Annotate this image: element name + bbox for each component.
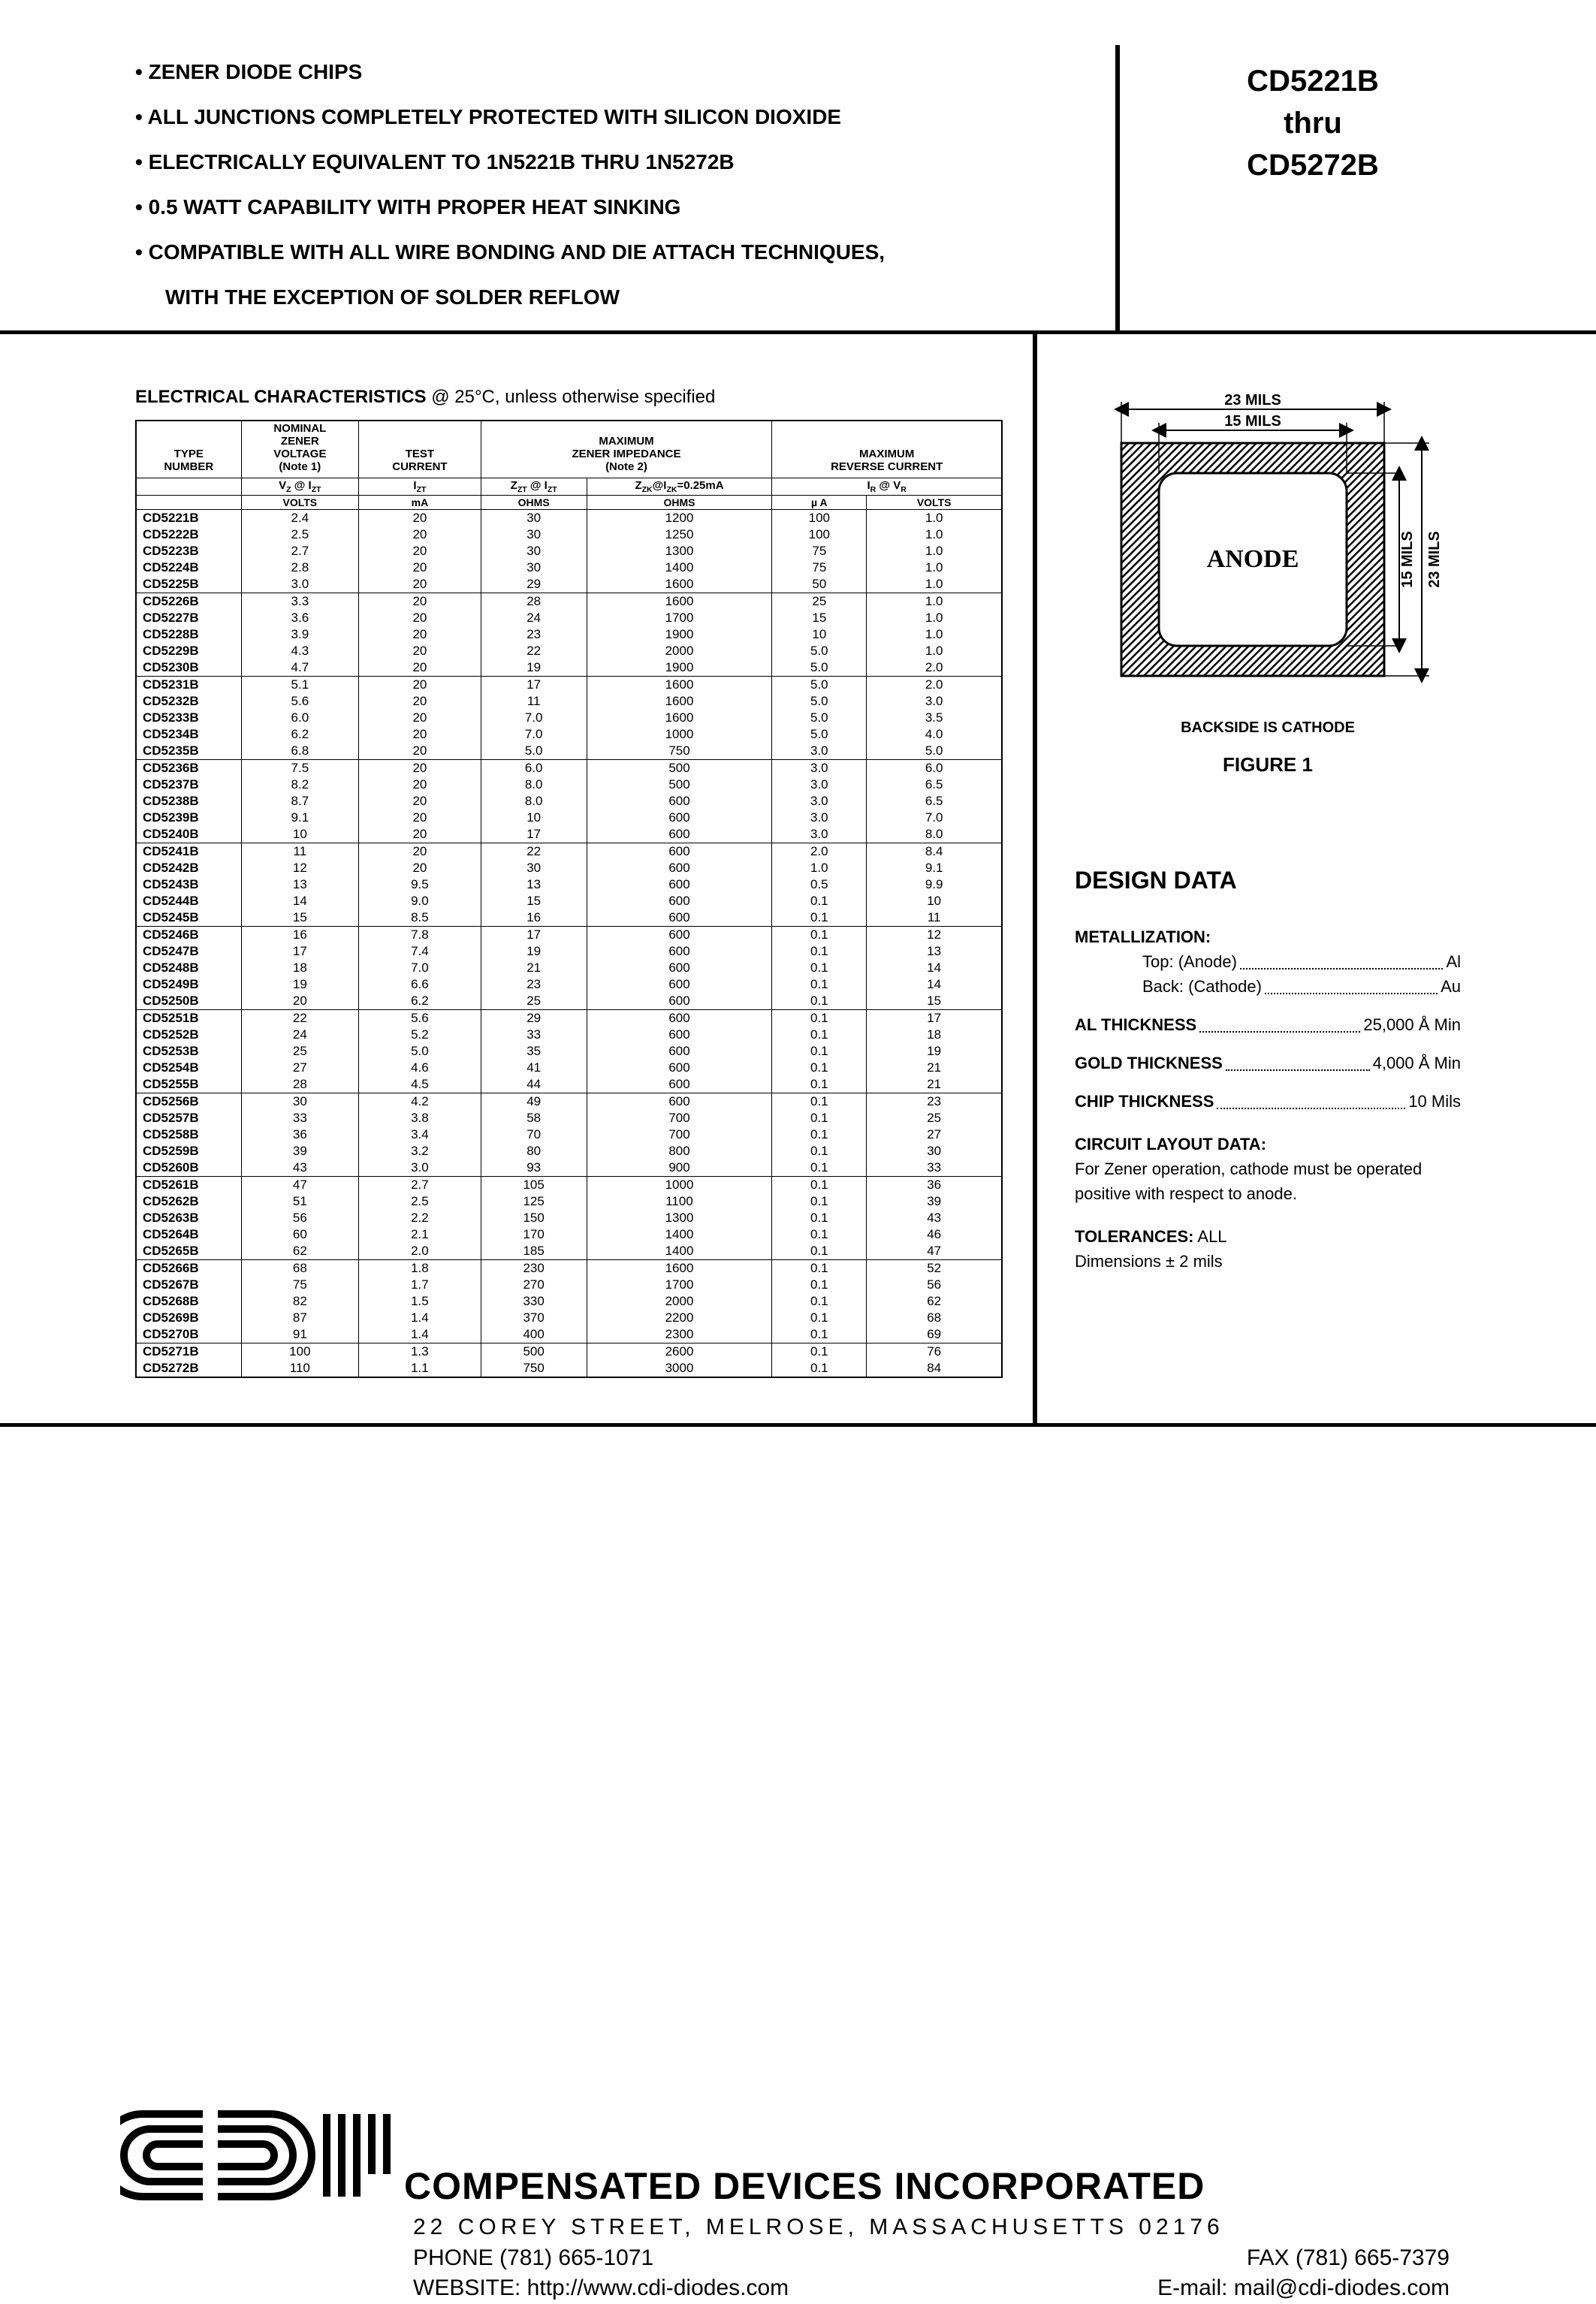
figure-1: 23 MILS 15 MILS ANODE 23 MILS 15 MILS <box>1075 387 1461 777</box>
table-row: CD5245B158.5166000.111 <box>136 909 1002 927</box>
table-row: CD5232B5.6201116005.03.0 <box>136 693 1002 710</box>
address-block: 22 COREY STREET, MELROSE, MASSACHUSETTS … <box>413 2212 1476 2304</box>
figure-caption: BACKSIDE IS CATHODE <box>1075 719 1461 737</box>
table-row: CD5271B1001.350026000.176 <box>136 1343 1002 1361</box>
svg-text:15 MILS: 15 MILS <box>1399 531 1416 588</box>
table-row: CD5221B2.4203012001001.0 <box>136 510 1002 527</box>
table-row: CD5222B2.5203012501001.0 <box>136 526 1002 543</box>
table-row: CD5257B333.8587000.125 <box>136 1110 1002 1126</box>
features-block: ZENER DIODE CHIPS ALL JUNCTIONS COMPLETEL… <box>135 45 1115 330</box>
table-row: CD5238B8.7208.06003.06.5 <box>136 793 1002 810</box>
feature-bullet: ALL JUNCTIONS COMPLETELY PROTECTED WITH … <box>135 105 1115 129</box>
table-row: CD5253B255.0356000.119 <box>136 1043 1002 1060</box>
table-row: CD5228B3.920231900101.0 <box>136 626 1002 643</box>
table-row: CD5252B245.2336000.118 <box>136 1027 1002 1043</box>
table-row: CD5248B187.0216000.114 <box>136 960 1002 976</box>
svg-text:23 MILS: 23 MILS <box>1426 531 1443 588</box>
table-row: CD5244B149.0156000.110 <box>136 893 1002 909</box>
table-row: CD5236B7.5206.05003.06.0 <box>136 760 1002 777</box>
table-row: CD5224B2.820301400751.0 <box>136 559 1002 576</box>
table-row: CD5249B196.6236000.114 <box>136 976 1002 993</box>
table-row: CD5243B139.5136000.59.9 <box>136 876 1002 893</box>
table-row: CD5260B433.0939000.133 <box>136 1160 1002 1177</box>
svg-text:15 MILS: 15 MILS <box>1224 413 1281 430</box>
company-name: COMPENSATED DEVICES INCORPORATED <box>404 2164 1205 2208</box>
part-thru: thru <box>1165 102 1461 144</box>
table-row: CD5240B1020176003.08.0 <box>136 826 1002 843</box>
table-row: CD5264B602.117014000.146 <box>136 1226 1002 1243</box>
table-row: CD5267B751.727017000.156 <box>136 1277 1002 1293</box>
part-to: CD5272B <box>1165 144 1461 186</box>
svg-text:23 MILS: 23 MILS <box>1224 392 1281 409</box>
table-row: CD5229B4.3202220005.01.0 <box>136 643 1002 659</box>
design-data-title: DESIGN DATA <box>1075 867 1461 894</box>
table-row: CD5235B6.8205.07503.05.0 <box>136 743 1002 760</box>
footer: COMPENSATED DEVICES INCORPORATED 22 CORE… <box>0 2065 1596 2304</box>
table-row: CD5263B562.215013000.143 <box>136 1210 1002 1226</box>
feature-bullet: COMPATIBLE WITH ALL WIRE BONDING AND DIE… <box>135 240 1115 264</box>
table-row: CD5250B206.2256000.115 <box>136 993 1002 1010</box>
table-row: CD5226B3.320281600251.0 <box>136 593 1002 611</box>
table-row: CD5254B274.6416000.121 <box>136 1060 1002 1076</box>
table-row: CD5237B8.2208.05003.06.5 <box>136 777 1002 793</box>
svg-text:ANODE: ANODE <box>1207 545 1299 573</box>
table-row: CD5255B284.5446000.121 <box>136 1076 1002 1093</box>
table-row: CD5231B5.1201716005.02.0 <box>136 677 1002 694</box>
table-row: CD5269B871.437022000.168 <box>136 1310 1002 1326</box>
table-row: CD5262B512.512511000.139 <box>136 1193 1002 1210</box>
table-row: CD5225B3.020291600501.0 <box>136 576 1002 593</box>
part-from: CD5221B <box>1165 60 1461 102</box>
table-row: CD5251B225.6296000.117 <box>136 1010 1002 1027</box>
table-row: CD5259B393.2808000.130 <box>136 1143 1002 1160</box>
design-data: METALLIZATION: Top: (Anode)Al Back: (Cat… <box>1075 924 1461 1274</box>
table-row: CD5241B1120226002.08.4 <box>136 843 1002 861</box>
table-row: CD5261B472.710510000.136 <box>136 1177 1002 1194</box>
feature-bullet: ZENER DIODE CHIPS <box>135 60 1115 84</box>
feature-bullet: 0.5 WATT CAPABILITY WITH PROPER HEAT SIN… <box>135 195 1115 219</box>
feature-bullet: ELECTRICALLY EQUIVALENT TO 1N5221B THRU … <box>135 150 1115 174</box>
figure-title: FIGURE 1 <box>1075 753 1461 777</box>
table-row: CD5270B911.440023000.169 <box>136 1326 1002 1343</box>
table-row: CD5246B167.8176000.112 <box>136 927 1002 944</box>
feature-bullet: WITH THE EXCEPTION OF SOLDER REFLOW <box>135 285 1115 309</box>
table-row: CD5234B6.2207.010005.04.0 <box>136 726 1002 743</box>
table-row: CD5239B9.120106003.07.0 <box>136 810 1002 826</box>
table-row: CD5247B177.4196000.113 <box>136 943 1002 960</box>
table-row: CD5233B6.0207.016005.03.5 <box>136 710 1002 726</box>
table-row: CD5272B1101.175030000.184 <box>136 1360 1002 1377</box>
cdi-logo <box>120 2110 398 2208</box>
table-row: CD5227B3.620241700151.0 <box>136 610 1002 626</box>
characteristics-table: TYPENUMBERNOMINALZENERVOLTAGE(Note 1)TES… <box>135 420 1003 1378</box>
table-row: CD5265B622.018514000.147 <box>136 1243 1002 1260</box>
table-row: CD5223B2.720301300751.0 <box>136 543 1002 559</box>
table-row: CD5256B304.2496000.123 <box>136 1093 1002 1111</box>
table-row: CD5242B1220306001.09.1 <box>136 860 1002 876</box>
table-row: CD5230B4.7201919005.02.0 <box>136 659 1002 677</box>
part-number-block: CD5221B thru CD5272B <box>1115 45 1461 330</box>
table-row: CD5268B821.533020000.162 <box>136 1293 1002 1310</box>
table-row: CD5266B681.823016000.152 <box>136 1260 1002 1277</box>
ec-title: ELECTRICAL CHARACTERISTICS @ 25°C, unles… <box>135 387 1003 408</box>
table-row: CD5258B363.4707000.127 <box>136 1126 1002 1143</box>
